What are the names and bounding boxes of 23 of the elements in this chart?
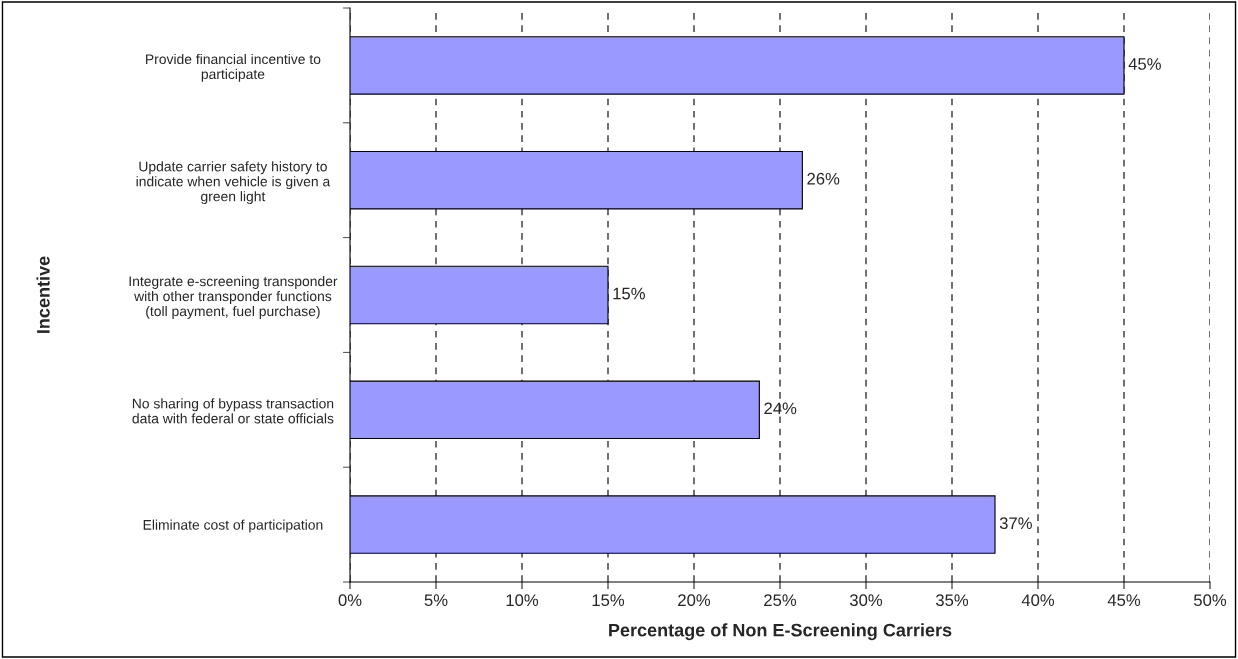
data-label: 37% bbox=[999, 517, 1032, 530]
x-tick-label: 25% bbox=[764, 594, 797, 607]
y-tick-label: Integrate e-screening transponder with other transponder functions (toll payment, fuel purchase) bbox=[129, 276, 338, 319]
x-tick-label: 20% bbox=[678, 594, 711, 607]
x-tick-label: 40% bbox=[1021, 594, 1055, 607]
data-label: 26% bbox=[807, 172, 840, 185]
x-tick-label: 0% bbox=[338, 594, 362, 607]
y-axis-title: Incentive bbox=[36, 256, 50, 333]
y-tick-label: Provide financial incentive to participate bbox=[146, 53, 321, 82]
x-tick-label: 45% bbox=[1107, 594, 1141, 607]
y-tick-label: No sharing of bypass transaction data with federal or state officials bbox=[132, 398, 334, 424]
x-axis-title: Percentage of Non E-Screening Carriers bbox=[609, 623, 952, 641]
x-tick-label: 30% bbox=[849, 594, 883, 607]
x-tick-label: 5% bbox=[424, 594, 448, 607]
x-tick-label: 35% bbox=[935, 594, 969, 607]
y-tick-label: Eliminate cost of participation bbox=[143, 519, 323, 533]
data-label: 45% bbox=[1128, 58, 1161, 70]
x-tick-label: 50% bbox=[1193, 594, 1227, 607]
x-tick-label: 15% bbox=[592, 594, 625, 607]
x-tick-label: 10% bbox=[506, 594, 539, 607]
y-tick-label: Update carrier safety history to indicate when vehicle is given a green light bbox=[136, 161, 331, 205]
data-label: 15% bbox=[613, 287, 645, 300]
data-label: 24% bbox=[764, 402, 797, 415]
